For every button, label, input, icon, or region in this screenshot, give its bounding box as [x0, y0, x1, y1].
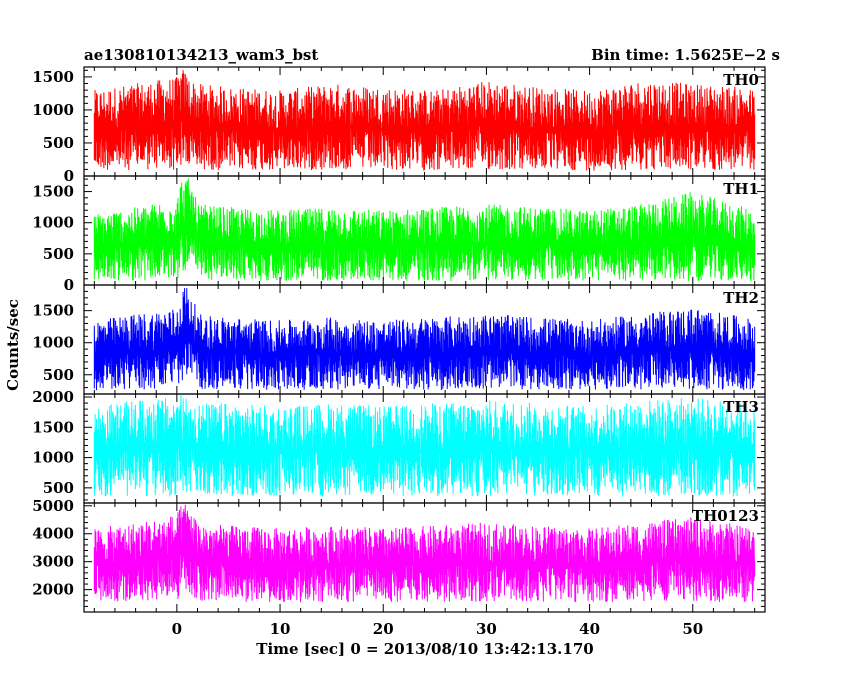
y-tick-label: 2000	[32, 388, 74, 406]
y-tick-label: 3000	[32, 553, 74, 571]
y-tick-label: 0	[64, 276, 74, 294]
series-line-th0	[93, 70, 756, 171]
y-tick-label: 1000	[32, 449, 74, 467]
series-line-th0123	[93, 504, 756, 603]
y-tick-label: 4000	[32, 525, 74, 543]
y-tick-label: 1000	[32, 334, 74, 352]
panel-label-th0123: TH0123	[692, 507, 759, 525]
y-tick-label: 1000	[32, 214, 74, 232]
y-tick-label: 500	[43, 479, 74, 497]
x-tick-label: 20	[373, 620, 394, 638]
y-tick-label: 1500	[32, 418, 74, 436]
y-tick-label: 1000	[32, 101, 74, 119]
y-tick-label: 1500	[32, 183, 74, 201]
y-tick-label: 500	[43, 366, 74, 384]
series-line-th1	[93, 178, 756, 282]
y-tick-label: 0	[64, 167, 74, 185]
y-tick-label: 2000	[32, 581, 74, 599]
panel-label-th3: TH3	[723, 398, 759, 416]
chart-title: ae130810134213_wam3_bst	[84, 46, 318, 64]
x-tick-label: 50	[682, 620, 703, 638]
panel-label-th0: TH0	[723, 71, 759, 89]
series-line-th2	[93, 287, 756, 391]
y-tick-label: 1500	[32, 68, 74, 86]
y-tick-label: 500	[43, 134, 74, 152]
x-tick-label: 30	[476, 620, 497, 638]
x-axis-label: Time [sec] 0 = 2013/08/10 13:42:13.170	[256, 640, 593, 658]
x-tick-label: 40	[579, 620, 600, 638]
y-axis-label: Counts/sec	[4, 299, 22, 391]
y-tick-label: 5000	[32, 497, 74, 515]
series-line-th3	[93, 394, 756, 497]
y-tick-label: 500	[43, 245, 74, 263]
panel-label-th1: TH1	[723, 180, 759, 198]
x-tick-label: 0	[172, 620, 182, 638]
y-tick-label: 1500	[32, 302, 74, 320]
bin-time-label: Bin time: 1.5625E−2 s	[591, 46, 780, 64]
x-tick-label: 10	[270, 620, 291, 638]
panel-label-th2: TH2	[723, 289, 759, 307]
